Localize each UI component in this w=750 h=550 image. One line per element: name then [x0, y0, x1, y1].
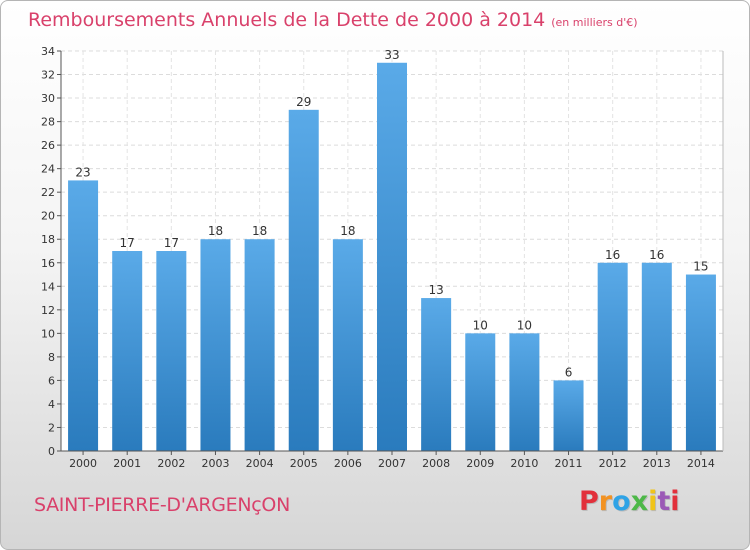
y-tick-label: 8: [48, 351, 55, 364]
data-label: 18: [340, 224, 355, 238]
data-label: 18: [208, 224, 223, 238]
x-tick-label: 2008: [422, 457, 450, 470]
bar-2009[interactable]: [465, 333, 496, 451]
bar-2010[interactable]: [509, 333, 540, 451]
data-label: 10: [517, 318, 532, 332]
y-tick-label: 22: [41, 186, 55, 199]
bar-2008[interactable]: [421, 298, 452, 451]
x-tick-label: 2005: [290, 457, 318, 470]
x-tick-label: 2004: [246, 457, 274, 470]
bar-2011[interactable]: [553, 380, 584, 451]
y-tick-label: 18: [41, 233, 55, 246]
y-tick-label: 28: [41, 116, 55, 129]
x-tick-label: 2012: [599, 457, 627, 470]
data-label: 17: [120, 236, 135, 250]
unit-label: (en milliers d'€): [551, 16, 638, 29]
data-label: 17: [164, 236, 179, 250]
data-label: 23: [75, 165, 90, 179]
y-tick-label: 34: [41, 45, 55, 58]
logo-letter: t: [657, 486, 671, 517]
x-tick-label: 2000: [69, 457, 97, 470]
data-label: 29: [296, 95, 311, 109]
data-label: 15: [693, 260, 708, 274]
x-tick-label: 2011: [555, 457, 583, 470]
bar-2006[interactable]: [332, 239, 363, 451]
y-tick-label: 6: [48, 374, 55, 387]
data-label: 10: [473, 318, 488, 332]
y-tick-label: 4: [48, 398, 55, 411]
bar-2002[interactable]: [156, 251, 187, 451]
logo-letter: o: [612, 486, 631, 517]
logo-letter: i: [670, 486, 680, 517]
logo-letter: x: [630, 486, 649, 517]
y-tick-label: 20: [41, 210, 55, 223]
city-name: SAINT-PIERRE-D'ARGENçON: [34, 494, 290, 516]
chart-title: Remboursements Annuels de la Dette de 20…: [28, 9, 638, 31]
x-tick-label: 2006: [334, 457, 362, 470]
bar-2013[interactable]: [641, 262, 672, 451]
data-label: 13: [428, 283, 443, 297]
data-label: 6: [565, 365, 573, 379]
y-tick-label: 32: [41, 69, 55, 82]
bar-2003[interactable]: [200, 239, 231, 451]
logo-letter: i: [648, 486, 658, 517]
data-label: 16: [649, 248, 664, 262]
x-tick-label: 2010: [510, 457, 538, 470]
x-tick-label: 2001: [113, 457, 141, 470]
x-tick-label: 2002: [157, 457, 185, 470]
data-label: 18: [252, 224, 267, 238]
y-tick-label: 2: [48, 421, 55, 434]
bar-2004[interactable]: [244, 239, 275, 451]
y-tick-label: 14: [41, 280, 55, 293]
bar-2005[interactable]: [288, 109, 319, 451]
y-tick-label: 30: [41, 92, 55, 105]
y-tick-label: 0: [48, 445, 55, 458]
x-tick-label: 2014: [687, 457, 715, 470]
data-label: 33: [384, 48, 399, 62]
y-tick-label: 10: [41, 327, 55, 340]
x-tick-label: 2009: [466, 457, 494, 470]
y-tick-label: 12: [41, 304, 55, 317]
y-tick-label: 16: [41, 257, 55, 270]
proxiti-logo[interactable]: Proxiti: [579, 486, 680, 517]
x-tick-label: 2003: [201, 457, 229, 470]
data-label: 16: [605, 248, 620, 262]
bar-2001[interactable]: [112, 251, 143, 451]
x-tick-label: 2013: [643, 457, 671, 470]
bar-2007[interactable]: [377, 62, 407, 451]
x-tick-label: 2007: [378, 457, 406, 470]
y-tick-label: 24: [41, 163, 55, 176]
title-text: Remboursements Annuels de la Dette de 20…: [28, 9, 546, 31]
y-tick-label: 26: [41, 139, 55, 152]
bar-2014[interactable]: [685, 274, 716, 451]
logo-letter: P: [579, 486, 599, 517]
logo-letter: r: [598, 486, 613, 517]
bar-2012[interactable]: [597, 262, 628, 451]
bar-2000[interactable]: [68, 180, 99, 452]
